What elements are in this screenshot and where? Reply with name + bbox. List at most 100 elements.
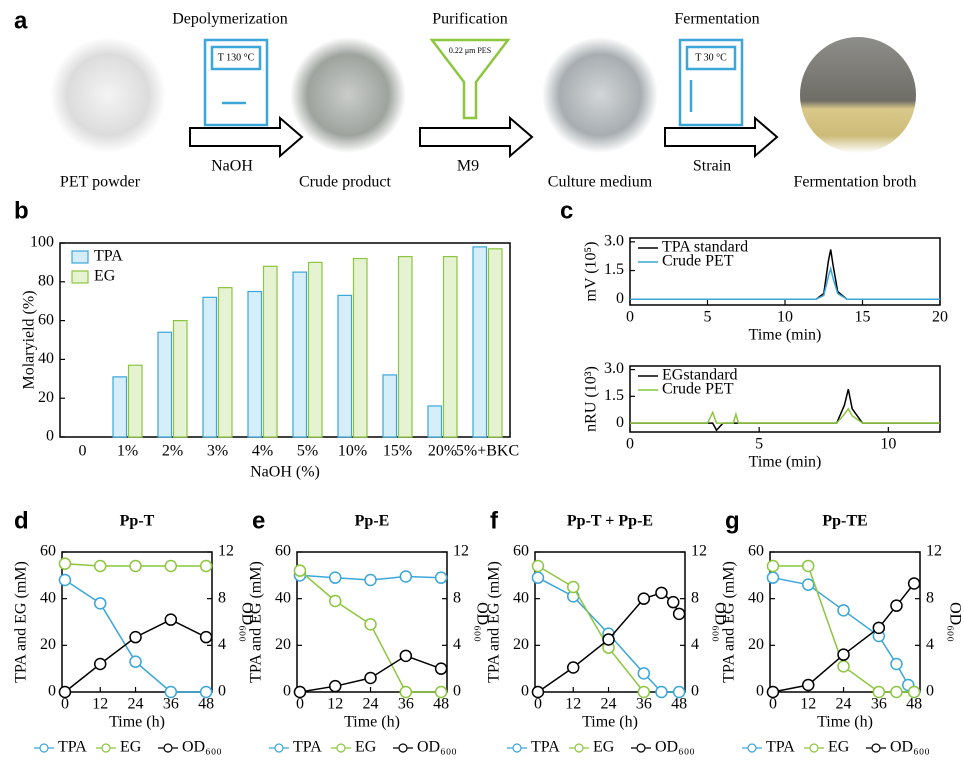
y-axis-label: TPA and EG (mM) — [486, 561, 503, 683]
y-tick-label: 60 — [513, 543, 529, 560]
marker — [365, 673, 376, 684]
legend-label: OD₆₀₀ — [182, 739, 222, 756]
bar — [174, 321, 188, 437]
marker — [803, 579, 814, 590]
x-axis-label: Time (min) — [749, 454, 822, 471]
panel-letter: f — [490, 507, 499, 534]
marker — [130, 561, 141, 572]
sample-label: Crude product — [299, 174, 392, 191]
x-axis-label: Time (h) — [582, 714, 638, 731]
marker — [838, 605, 849, 616]
device-label: T 30 °C — [695, 52, 727, 63]
legend-marker — [102, 744, 110, 752]
marker — [638, 668, 649, 679]
legend-marker — [275, 744, 283, 752]
legend-label: EG — [94, 268, 116, 285]
marker — [668, 597, 679, 608]
marker — [130, 632, 141, 643]
legend-label: TPA — [293, 739, 322, 756]
panel-letter: c — [560, 197, 573, 224]
marker — [201, 687, 212, 698]
y-tick-label: 0 — [46, 428, 54, 445]
y2-tick-label: 4 — [926, 636, 934, 653]
chart-title: Pp-TE — [822, 513, 867, 530]
y-tick-label: 0 — [616, 414, 624, 431]
series-line — [773, 584, 914, 693]
y-tick-label: 60 — [748, 543, 764, 560]
marker — [838, 649, 849, 660]
panel-letter: b — [14, 197, 29, 224]
y-tick-label: 0 — [616, 290, 624, 307]
x-tick-label: 15 — [855, 309, 871, 326]
legend-marker — [337, 744, 345, 752]
x-axis-label: Time (h) — [344, 714, 400, 731]
marker — [165, 614, 176, 625]
reagent-label: M9 — [457, 158, 479, 175]
marker — [400, 571, 411, 582]
x-tick-label: 12 — [92, 696, 108, 713]
marker — [838, 661, 849, 672]
x-tick-label: 0 — [626, 436, 634, 453]
legend-label: TPA — [58, 739, 87, 756]
x-tick-label: 0 — [626, 309, 634, 326]
legend-marker — [164, 744, 172, 752]
bar — [338, 295, 352, 437]
marker — [656, 687, 667, 698]
series-line — [773, 566, 914, 692]
marker — [59, 558, 70, 569]
step-label: Fermentation — [674, 11, 759, 28]
x-axis-label: Time (min) — [749, 327, 822, 344]
x-tick-label: 20% — [428, 443, 457, 460]
y-tick-label: 20 — [40, 636, 56, 653]
plot-frame — [535, 552, 685, 692]
x-tick-label: 10% — [338, 443, 367, 460]
sample-label: Fermentation broth — [793, 174, 916, 191]
marker — [130, 656, 141, 667]
y2-tick-label: 0 — [453, 683, 461, 700]
marker — [201, 561, 212, 572]
marker — [674, 608, 685, 619]
y-tick-label: 0 — [48, 683, 56, 700]
bar — [219, 288, 233, 437]
chart-title: Pp-T + Pp-E — [567, 513, 653, 530]
legend-marker — [637, 744, 645, 752]
marker — [436, 687, 447, 698]
x-tick-label: 20 — [932, 309, 948, 326]
bar — [129, 365, 143, 437]
marker — [165, 561, 176, 572]
y-tick-label: 1.5 — [604, 261, 624, 278]
y-tick-label: 100 — [30, 234, 54, 251]
marker — [294, 687, 305, 698]
device-label: T 130 °C — [218, 52, 255, 63]
y-tick-label: 40 — [40, 589, 56, 606]
bar — [444, 257, 458, 437]
marker — [568, 662, 579, 673]
y2-tick-label: 12 — [218, 543, 234, 560]
bar — [203, 297, 217, 437]
y-tick-label: 1.5 — [604, 387, 624, 404]
y-tick-label: 0 — [283, 683, 291, 700]
figure: a Depolymerization Purification Fermenta… — [0, 0, 964, 762]
y-tick-label: 20 — [38, 389, 54, 406]
y-tick-label: 40 — [275, 589, 291, 606]
legend-label: EG — [593, 739, 615, 756]
x-tick-label: 12 — [327, 696, 343, 713]
marker — [95, 659, 106, 670]
reagent-label: NaOH — [211, 158, 253, 175]
x-tick-label: 3% — [207, 443, 228, 460]
legend-label: TPA — [94, 248, 123, 265]
legend-label: OD₆₀₀ — [417, 739, 457, 756]
x-tick-label: 24 — [128, 696, 144, 713]
marker — [891, 687, 902, 698]
y2-tick-label: 0 — [218, 683, 226, 700]
bar — [113, 377, 127, 437]
y-tick-label: 60 — [38, 311, 54, 328]
y2-tick-label: 0 — [691, 683, 699, 700]
series-line — [538, 566, 644, 692]
series-line — [773, 578, 914, 692]
series-line — [630, 409, 940, 423]
y2-tick-label: 8 — [926, 589, 934, 606]
legend-marker — [748, 744, 756, 752]
x-tick-label: 12 — [800, 696, 816, 713]
y-axis-label: TPA and EG (mM) — [721, 561, 738, 683]
